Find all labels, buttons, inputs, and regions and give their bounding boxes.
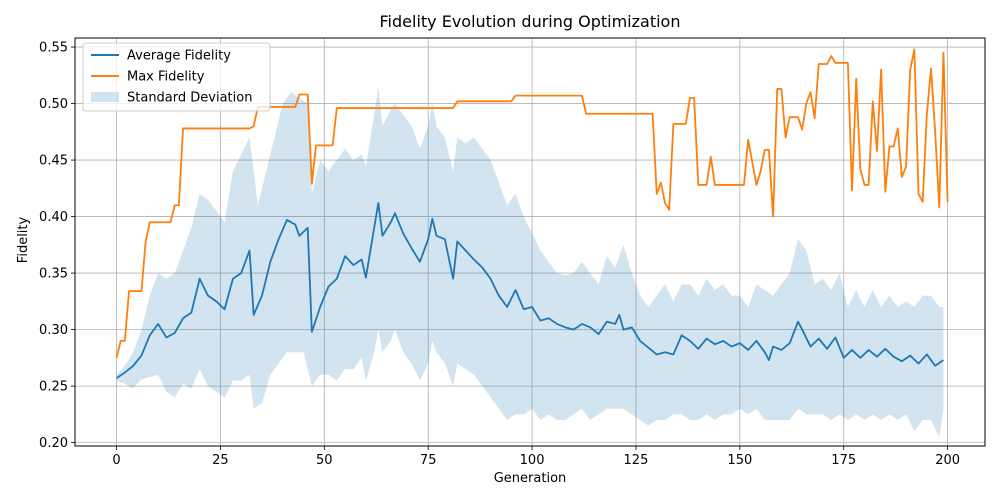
average-fidelity-line — [116, 202, 944, 379]
x-tick-label: 175 — [831, 453, 856, 468]
std-band-layer — [116, 86, 944, 437]
x-tick-label: 200 — [935, 453, 960, 468]
y-axis-ticks: 0.20 0.25 0.30 0.35 0.40 0.45 0.50 0.55 — [39, 41, 75, 451]
y-tick-label: 0.25 — [39, 380, 68, 395]
y-tick-label: 0.40 — [39, 210, 68, 225]
y-tick-label: 0.45 — [39, 154, 68, 169]
legend-label: Average Fidelity — [127, 49, 231, 64]
x-tick-label: 50 — [316, 453, 333, 468]
legend-swatch — [91, 92, 119, 102]
legend: Average Fidelity Max Fidelity Standard Dev… — [82, 42, 271, 112]
x-tick-label: 75 — [420, 453, 437, 468]
y-tick-label: 0.55 — [39, 41, 68, 56]
x-axis-label: Generation — [494, 471, 567, 486]
x-tick-label: 100 — [520, 453, 545, 468]
x-axis-ticks: 0 25 50 75 100 125 150 175 200 — [112, 446, 960, 468]
y-tick-label: 0.35 — [39, 267, 68, 282]
y-axis-label: Fidelity — [16, 216, 31, 263]
x-tick-label: 25 — [212, 453, 229, 468]
x-tick-label: 125 — [624, 453, 649, 468]
y-tick-label: 0.30 — [39, 323, 68, 338]
max-fidelity-line — [115, 48, 949, 359]
series-lines-layer — [115, 48, 949, 379]
legend-label: Standard Deviation — [127, 91, 252, 106]
x-tick-label: 150 — [727, 453, 752, 468]
plot-frame — [74, 37, 986, 447]
legend-label: Max Fidelity — [127, 70, 205, 85]
y-tick-label: 0.20 — [39, 436, 68, 451]
legend-box — [82, 42, 271, 112]
std-deviation-band — [116, 86, 944, 437]
grid — [75, 38, 985, 446]
chart-title: Fidelity Evolution during Optimization — [380, 12, 681, 31]
y-tick-label: 0.50 — [39, 97, 68, 112]
x-tick-label: 0 — [112, 453, 120, 468]
